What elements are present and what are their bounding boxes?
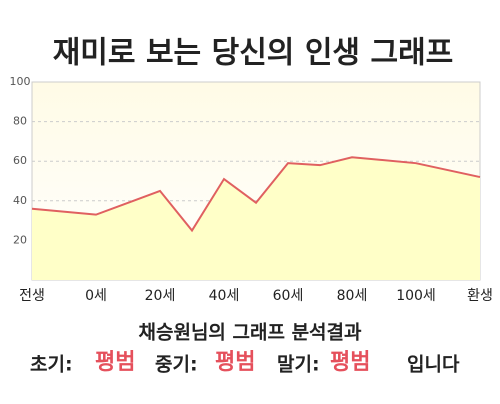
x-tick-label: 80세 <box>337 288 368 304</box>
summary-title: 채승원님의 그래프 분석결과 <box>139 322 363 344</box>
x-tick-label: 100세 <box>396 288 436 304</box>
y-tick-label: 20 <box>13 233 27 246</box>
x-tick-label: 20세 <box>145 288 176 304</box>
chart: 20 40 60 80 100 전생 0세 20세 40세 60세 80세 100세 환생 <box>10 75 493 304</box>
title: 재미로 보는 당신의 인생 그래프 <box>53 36 454 71</box>
y-tick-label: 100 <box>10 75 31 88</box>
x-tick-label: 전생 <box>19 288 45 304</box>
x-tick-label: 환생 <box>467 288 493 304</box>
stage-result: 평범 <box>215 350 255 375</box>
y-tick-label: 60 <box>13 154 27 167</box>
x-tick-label: 60세 <box>273 288 304 304</box>
x-tick-label: 0세 <box>85 288 107 304</box>
stage-label: 말기: <box>277 354 320 376</box>
area <box>32 157 480 280</box>
summary-end: 입니다 <box>407 354 460 376</box>
stage-result: 평범 <box>330 350 370 375</box>
stage-label: 초기: <box>30 354 73 376</box>
stage-label: 중기: <box>155 354 198 376</box>
line <box>31 156 481 233</box>
x-tick-label: 40세 <box>209 288 240 304</box>
y-tick-label: 80 <box>13 115 27 128</box>
y-tick-label: 40 <box>13 194 27 207</box>
stage-result: 평범 <box>95 350 135 375</box>
